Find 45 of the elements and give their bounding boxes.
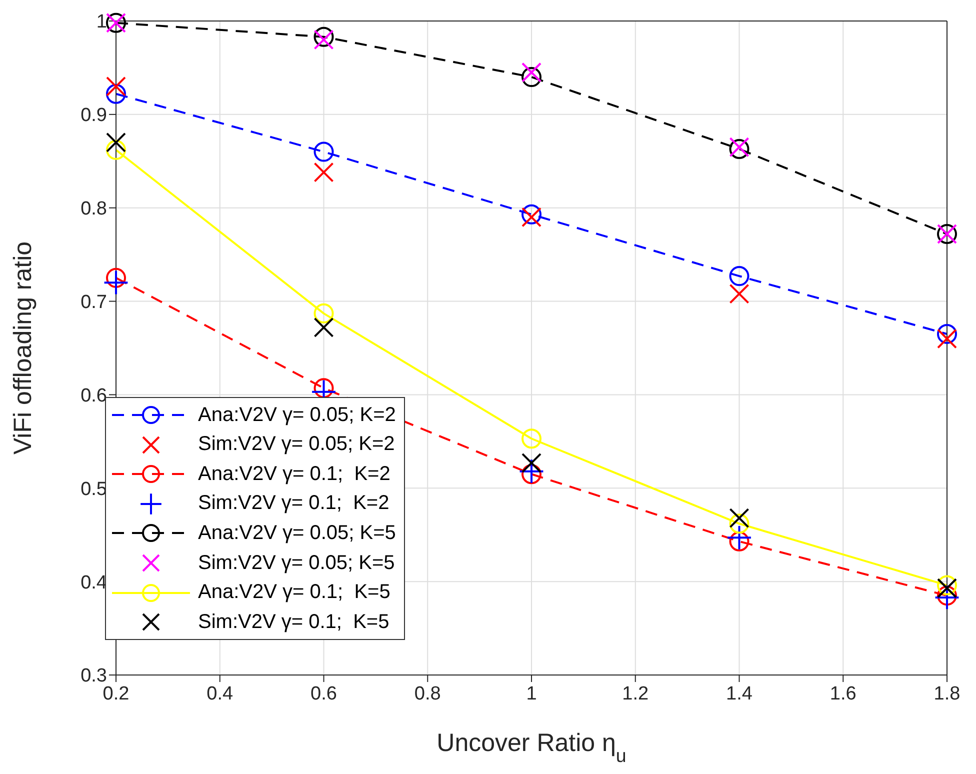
point (729, 266, 750, 286)
point (314, 317, 334, 338)
legend-label: Ana:V2V γ= 0.1; K=2 (198, 462, 390, 486)
y-tick-label: 0.6 (80, 385, 107, 406)
x-tick-label: 1.8 (934, 683, 960, 704)
x-axis-title: Uncover Ratio η$_{u}$ (436, 729, 626, 766)
x-tick-label: 1.2 (622, 683, 649, 704)
point (314, 142, 334, 162)
x-tick-label: 1 (526, 683, 537, 704)
point (106, 132, 126, 152)
legend-label: Ana:V2V γ= 0.05; K=2 (198, 404, 396, 427)
legend-label: Sim:V2V γ= 0.1; K=2 (198, 492, 390, 516)
point (314, 378, 334, 398)
legend-label: Sim:V2V γ= 0.05; K=5 (198, 552, 395, 575)
point (106, 140, 126, 160)
x-tick-label: 1.6 (830, 683, 856, 704)
point (729, 531, 750, 552)
point (729, 284, 750, 304)
point (937, 324, 957, 344)
legend-label: Ana:V2V γ= 0.1; K=5 (198, 581, 390, 604)
y-axis-title: ViFi offloading ratio (8, 241, 37, 455)
point (106, 84, 126, 104)
x-tick-label: 0.8 (414, 683, 441, 704)
y-tick-label: 0.9 (80, 105, 107, 126)
point (314, 162, 334, 182)
point (728, 526, 751, 550)
y-tick-label: 0.4 (80, 572, 108, 594)
legend-label: Sim:V2V γ= 0.05; K=2 (198, 433, 395, 456)
legend-label: Ana:V2V γ= 0.05; K=5 (198, 522, 396, 545)
legend-label: Sim:V2V γ= 0.1; K=5 (198, 610, 390, 634)
point (522, 428, 542, 449)
point (729, 508, 750, 528)
point (106, 76, 126, 96)
y-tick-label: 0.7 (80, 292, 107, 314)
y-tick-label: 0.8 (80, 198, 107, 220)
point (522, 67, 542, 88)
x-tick-label: 1.4 (726, 683, 753, 704)
point (729, 514, 750, 534)
point (522, 62, 542, 82)
x-tick-label: 0.6 (310, 683, 337, 704)
point (104, 270, 128, 294)
point (937, 328, 957, 349)
x-tick-label: 0.4 (206, 683, 234, 704)
point (314, 303, 334, 324)
y-tick-label: 1 (96, 12, 107, 33)
